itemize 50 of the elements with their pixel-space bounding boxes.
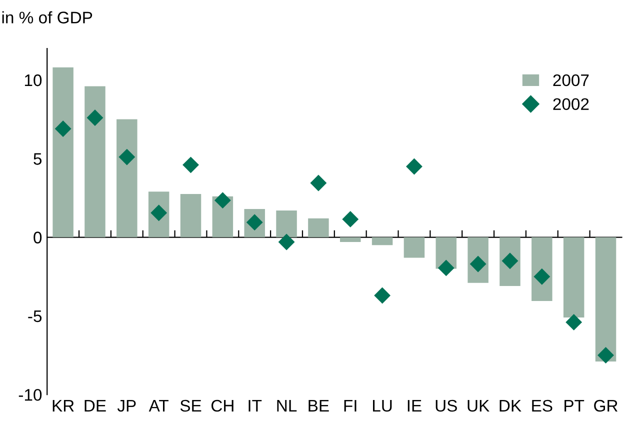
y-tick-label: 0 bbox=[34, 232, 42, 244]
bar bbox=[180, 194, 202, 238]
y-tick-label: 10 bbox=[24, 74, 42, 86]
point bbox=[438, 260, 454, 276]
x-tick-label: JP bbox=[117, 400, 136, 412]
y-axis-title: in % of GDP bbox=[2, 11, 92, 24]
x-tick-label: US bbox=[436, 400, 457, 412]
bar bbox=[340, 237, 361, 242]
x-tick-label: KR bbox=[52, 400, 74, 412]
x-tick-label: SE bbox=[180, 400, 202, 412]
point bbox=[54, 120, 72, 137]
x-tick-label: DK bbox=[500, 400, 522, 412]
x-tick-label: ES bbox=[532, 400, 552, 412]
legend-label: 2007 bbox=[553, 74, 589, 86]
x-tick-label: DE bbox=[84, 400, 106, 412]
x-tick-label: IT bbox=[248, 400, 262, 412]
y-tick-label: -10 bbox=[18, 388, 42, 401]
x-tick-label: NL bbox=[277, 400, 297, 412]
point bbox=[566, 314, 582, 330]
point bbox=[118, 148, 136, 166]
point bbox=[278, 234, 295, 250]
legend-label: 2002 bbox=[553, 98, 589, 110]
point bbox=[598, 347, 614, 364]
point bbox=[374, 287, 391, 304]
point bbox=[406, 158, 422, 175]
x-tick-label: BE bbox=[308, 400, 329, 412]
bar bbox=[276, 210, 297, 238]
y-tick-label: -5 bbox=[28, 310, 42, 322]
x-tick-label: UK bbox=[468, 400, 490, 412]
x-tick-label: CH bbox=[211, 400, 234, 412]
point bbox=[182, 156, 199, 174]
bar bbox=[372, 237, 393, 246]
point bbox=[342, 210, 359, 228]
point bbox=[310, 174, 327, 192]
bar bbox=[116, 119, 138, 238]
point bbox=[86, 110, 104, 126]
y-tick-label: 5 bbox=[34, 153, 42, 165]
x-tick-label: FI bbox=[344, 400, 356, 412]
bar bbox=[563, 237, 584, 318]
x-tick-label: LU bbox=[373, 400, 392, 412]
x-tick-label: PT bbox=[564, 400, 584, 412]
bar bbox=[595, 237, 616, 362]
bar bbox=[52, 67, 74, 238]
x-tick-label: IE bbox=[408, 400, 422, 412]
bar bbox=[404, 237, 425, 258]
bar bbox=[308, 218, 329, 238]
x-tick-label: GR bbox=[594, 400, 618, 412]
bar bbox=[84, 86, 106, 238]
point bbox=[214, 192, 231, 209]
x-tick-label: AT bbox=[148, 400, 168, 412]
